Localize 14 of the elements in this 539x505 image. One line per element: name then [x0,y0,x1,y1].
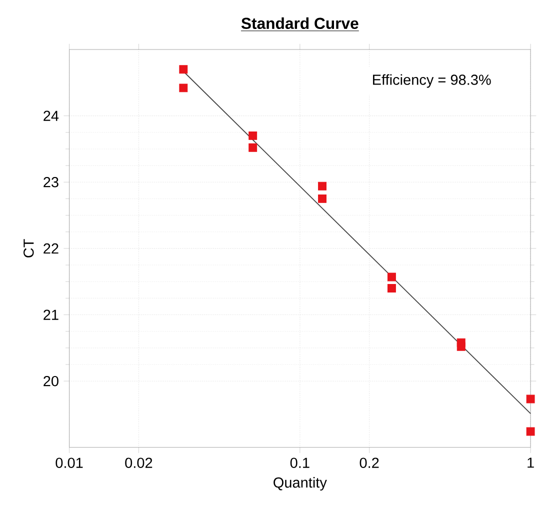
x-tick-label: 0.02 [125,458,152,468]
y-tick-label: 23 [44,177,58,188]
y-tick-label: 21 [44,310,58,320]
x-tick-label: 0.01 [56,458,83,468]
y-tick-label: 24 [44,110,59,121]
y-tick-label: 22 [44,243,58,254]
x-axis-title: Quantity [274,477,327,491]
y-axis-title: CT [24,239,34,258]
chart-title: Standard Curve [241,17,358,30]
x-tick-label: 0.1 [290,458,310,468]
annotation: Efficiency = 98.3% [373,74,491,88]
y-tick-label: 20 [44,376,58,386]
x-tick-label: 0.2 [360,458,379,468]
x-tick-label: 1 [528,458,534,468]
